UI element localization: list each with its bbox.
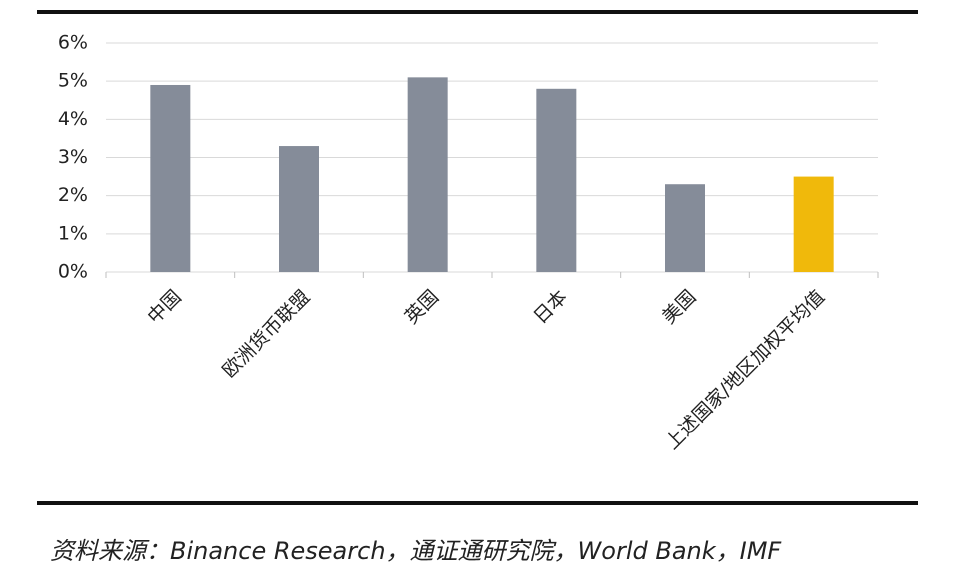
source-note: 资料来源：Binance Research，通证通研究院，World Bank，… — [50, 537, 782, 565]
bar — [279, 146, 319, 272]
y-tick-label: 1% — [58, 222, 88, 244]
bar — [536, 88, 577, 272]
y-tick-label: 0% — [58, 261, 88, 283]
y-tick-label: 5% — [58, 70, 88, 92]
bar — [407, 77, 448, 272]
x-tick-label: 英国 — [401, 286, 443, 328]
x-tick-label: 日本 — [529, 286, 571, 328]
y-tick-label: 6% — [58, 32, 88, 54]
y-tick-label: 4% — [58, 108, 88, 130]
y-tick-label: 3% — [58, 146, 88, 168]
x-tick-label: 欧洲货币联盟 — [218, 286, 314, 382]
bottom-rule — [37, 501, 918, 505]
top-rule — [37, 10, 918, 14]
x-tick-label: 美国 — [658, 286, 700, 328]
x-tick-label: 中国 — [143, 286, 185, 328]
bar — [793, 176, 834, 272]
bar — [665, 184, 705, 272]
bar — [150, 84, 191, 272]
y-tick-label: 2% — [58, 184, 88, 206]
